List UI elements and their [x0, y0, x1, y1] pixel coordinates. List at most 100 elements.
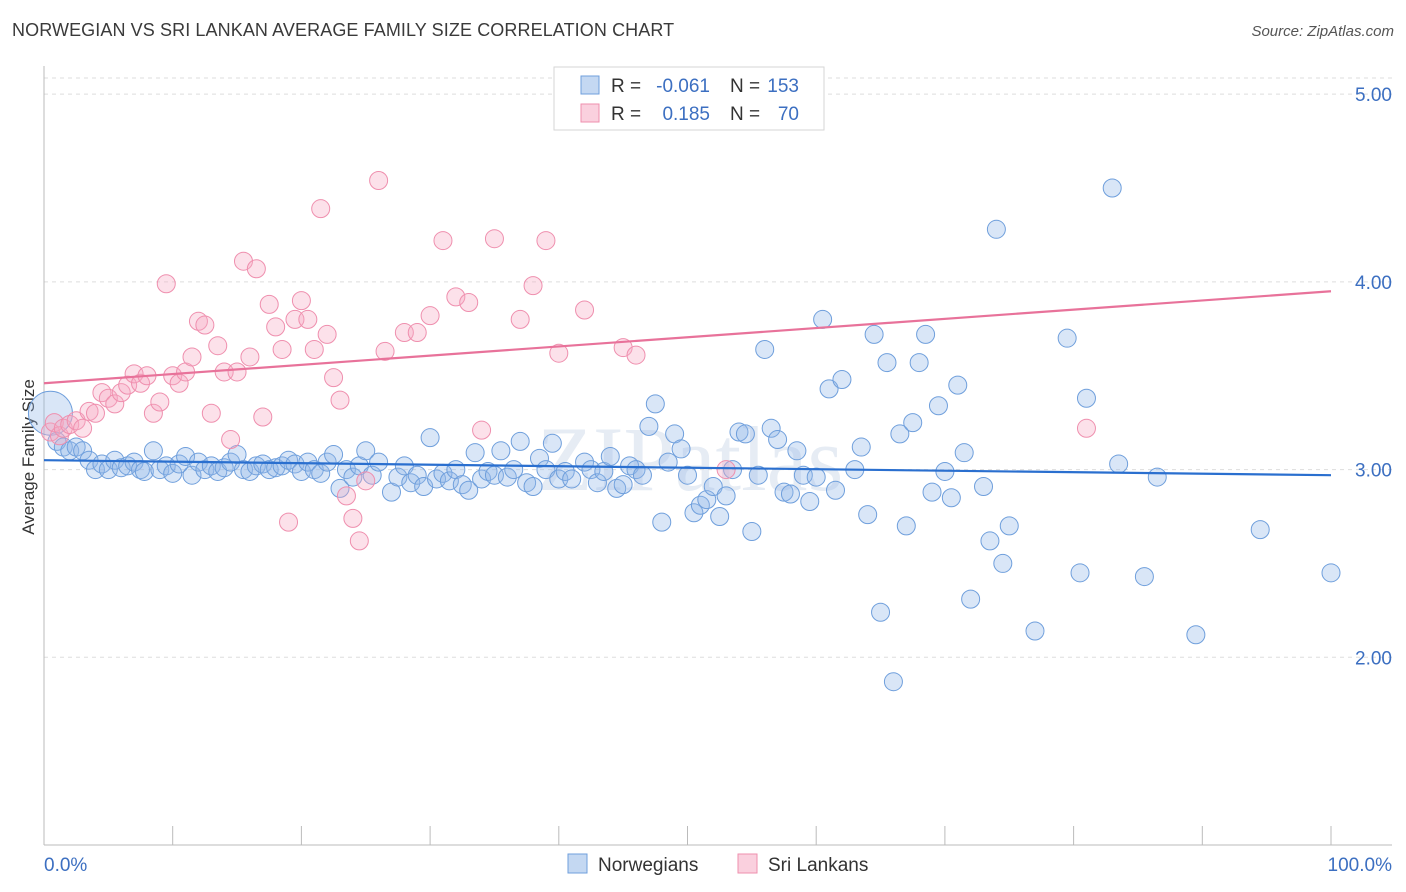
- srilankan-point: [182, 347, 202, 367]
- srilankan-point: [626, 345, 646, 365]
- norwegian-point: [562, 469, 582, 489]
- norwegian-point: [980, 531, 1000, 551]
- gridlines: [44, 77, 1392, 658]
- norwegian-point: [999, 516, 1019, 536]
- norwegian-point: [613, 475, 633, 495]
- srilankan-point: [105, 394, 125, 414]
- srilankan-point: [156, 274, 176, 294]
- norwegian-point: [993, 553, 1013, 573]
- norwegian-point: [652, 512, 672, 532]
- legend-r-value-2: 0.185: [662, 104, 710, 125]
- norwegian-point: [420, 428, 440, 448]
- legend-r-value-1: -0.061: [656, 76, 710, 97]
- norwegian-point: [710, 507, 730, 527]
- norwegian-point: [394, 456, 414, 476]
- norwegian-point: [800, 491, 820, 511]
- norwegian-point: [1057, 328, 1077, 348]
- norwegian-point: [1070, 563, 1090, 583]
- srilankan-point: [131, 373, 151, 393]
- norwegian-point: [330, 478, 350, 498]
- norwegian-point: [1250, 520, 1270, 540]
- norwegian-point: [864, 324, 884, 344]
- norwegian-point: [607, 478, 627, 498]
- norwegian-point: [1186, 625, 1206, 645]
- norwegian-point: [66, 437, 86, 457]
- norwegian-point: [928, 396, 948, 416]
- srilankan-point: [1076, 418, 1096, 438]
- norwegian-point: [858, 505, 878, 525]
- legend-n-value-2: 70: [778, 104, 799, 125]
- norwegian-point: [169, 454, 189, 474]
- norwegian-point: [53, 437, 73, 457]
- norwegian-point: [600, 446, 620, 466]
- norwegian-point: [401, 473, 421, 493]
- norwegian-point: [780, 484, 800, 504]
- srilankan-point: [407, 323, 427, 343]
- legend-r-label-1: R =: [611, 76, 641, 97]
- srilankan-point: [549, 343, 569, 363]
- norwegian-point: [819, 379, 839, 399]
- bottom-legend: Norwegians Sri Lankans: [567, 853, 868, 876]
- legend-n-label-1: N =: [730, 76, 760, 97]
- norwegian-point: [1076, 388, 1096, 408]
- y-tick-labels: 2.00 3.00 4.00 5.00: [1355, 85, 1392, 669]
- norwegian-point: [806, 467, 826, 487]
- srilankan-point: [73, 418, 93, 438]
- bottom-legend-norwegians: Norwegians: [598, 855, 698, 876]
- norwegian-point: [703, 476, 723, 496]
- norwegian-point: [877, 353, 897, 373]
- srilankan-point: [375, 341, 395, 361]
- bottom-legend-swatch-norwegians: [567, 853, 588, 874]
- legend-box: R = -0.061 N = 153 R = 0.185 N = 70: [553, 66, 825, 131]
- srilankan-point: [356, 471, 376, 491]
- srilankan-point: [246, 259, 266, 279]
- srilankan-point: [311, 199, 331, 219]
- srilankan-point: [111, 383, 131, 403]
- norwegian-point: [459, 480, 479, 500]
- srilankan-point: [240, 347, 260, 367]
- norwegian-point: [259, 460, 279, 480]
- norwegian-point: [143, 441, 163, 461]
- norwegian-point: [510, 431, 530, 451]
- norwegian-point: [974, 476, 994, 496]
- srilankan-point: [253, 407, 273, 427]
- srilankan-point: [349, 531, 369, 551]
- norwegian-point: [723, 460, 743, 480]
- axes: [43, 66, 1392, 846]
- norwegian-point: [1102, 178, 1122, 198]
- srilankan-point: [79, 401, 99, 421]
- norwegian-trend-line: [43, 459, 1332, 477]
- norwegian-point: [871, 602, 891, 622]
- chart-title: NORWEGIAN VS SRI LANKAN AVERAGE FAMILY S…: [12, 20, 675, 40]
- norwegian-point: [896, 516, 916, 536]
- norwegian-point: [922, 482, 942, 502]
- srilankan-point: [285, 309, 305, 329]
- norwegian-point: [542, 433, 562, 453]
- legend-n-value-1: 153: [767, 76, 799, 97]
- norwegian-point: [529, 448, 549, 468]
- norwegian-point: [813, 309, 833, 329]
- srilankan-point: [208, 336, 228, 356]
- norwegian-point: [1134, 567, 1154, 587]
- srilankans-points: [40, 171, 1096, 551]
- norwegian-point: [755, 339, 775, 359]
- norwegian-point: [748, 465, 768, 485]
- srilankan-point: [201, 403, 221, 423]
- srilankan-point: [472, 420, 492, 440]
- srilankan-point: [330, 390, 350, 410]
- y-tick-label-2: 4.00: [1355, 273, 1392, 294]
- norwegian-point: [279, 450, 299, 470]
- srilankan-point: [188, 311, 208, 331]
- srilankan-point: [85, 403, 105, 423]
- norwegian-point: [986, 219, 1006, 239]
- norwegian-point: [163, 463, 183, 483]
- norwegian-point: [478, 461, 498, 481]
- norwegian-point: [671, 439, 691, 459]
- srilankan-point: [317, 324, 337, 344]
- norwegian-point: [111, 458, 131, 478]
- norwegian-point: [735, 424, 755, 444]
- x-tick-label-max: 100.0%: [1328, 855, 1393, 876]
- norwegian-point: [909, 353, 929, 373]
- norwegian-point: [246, 456, 266, 476]
